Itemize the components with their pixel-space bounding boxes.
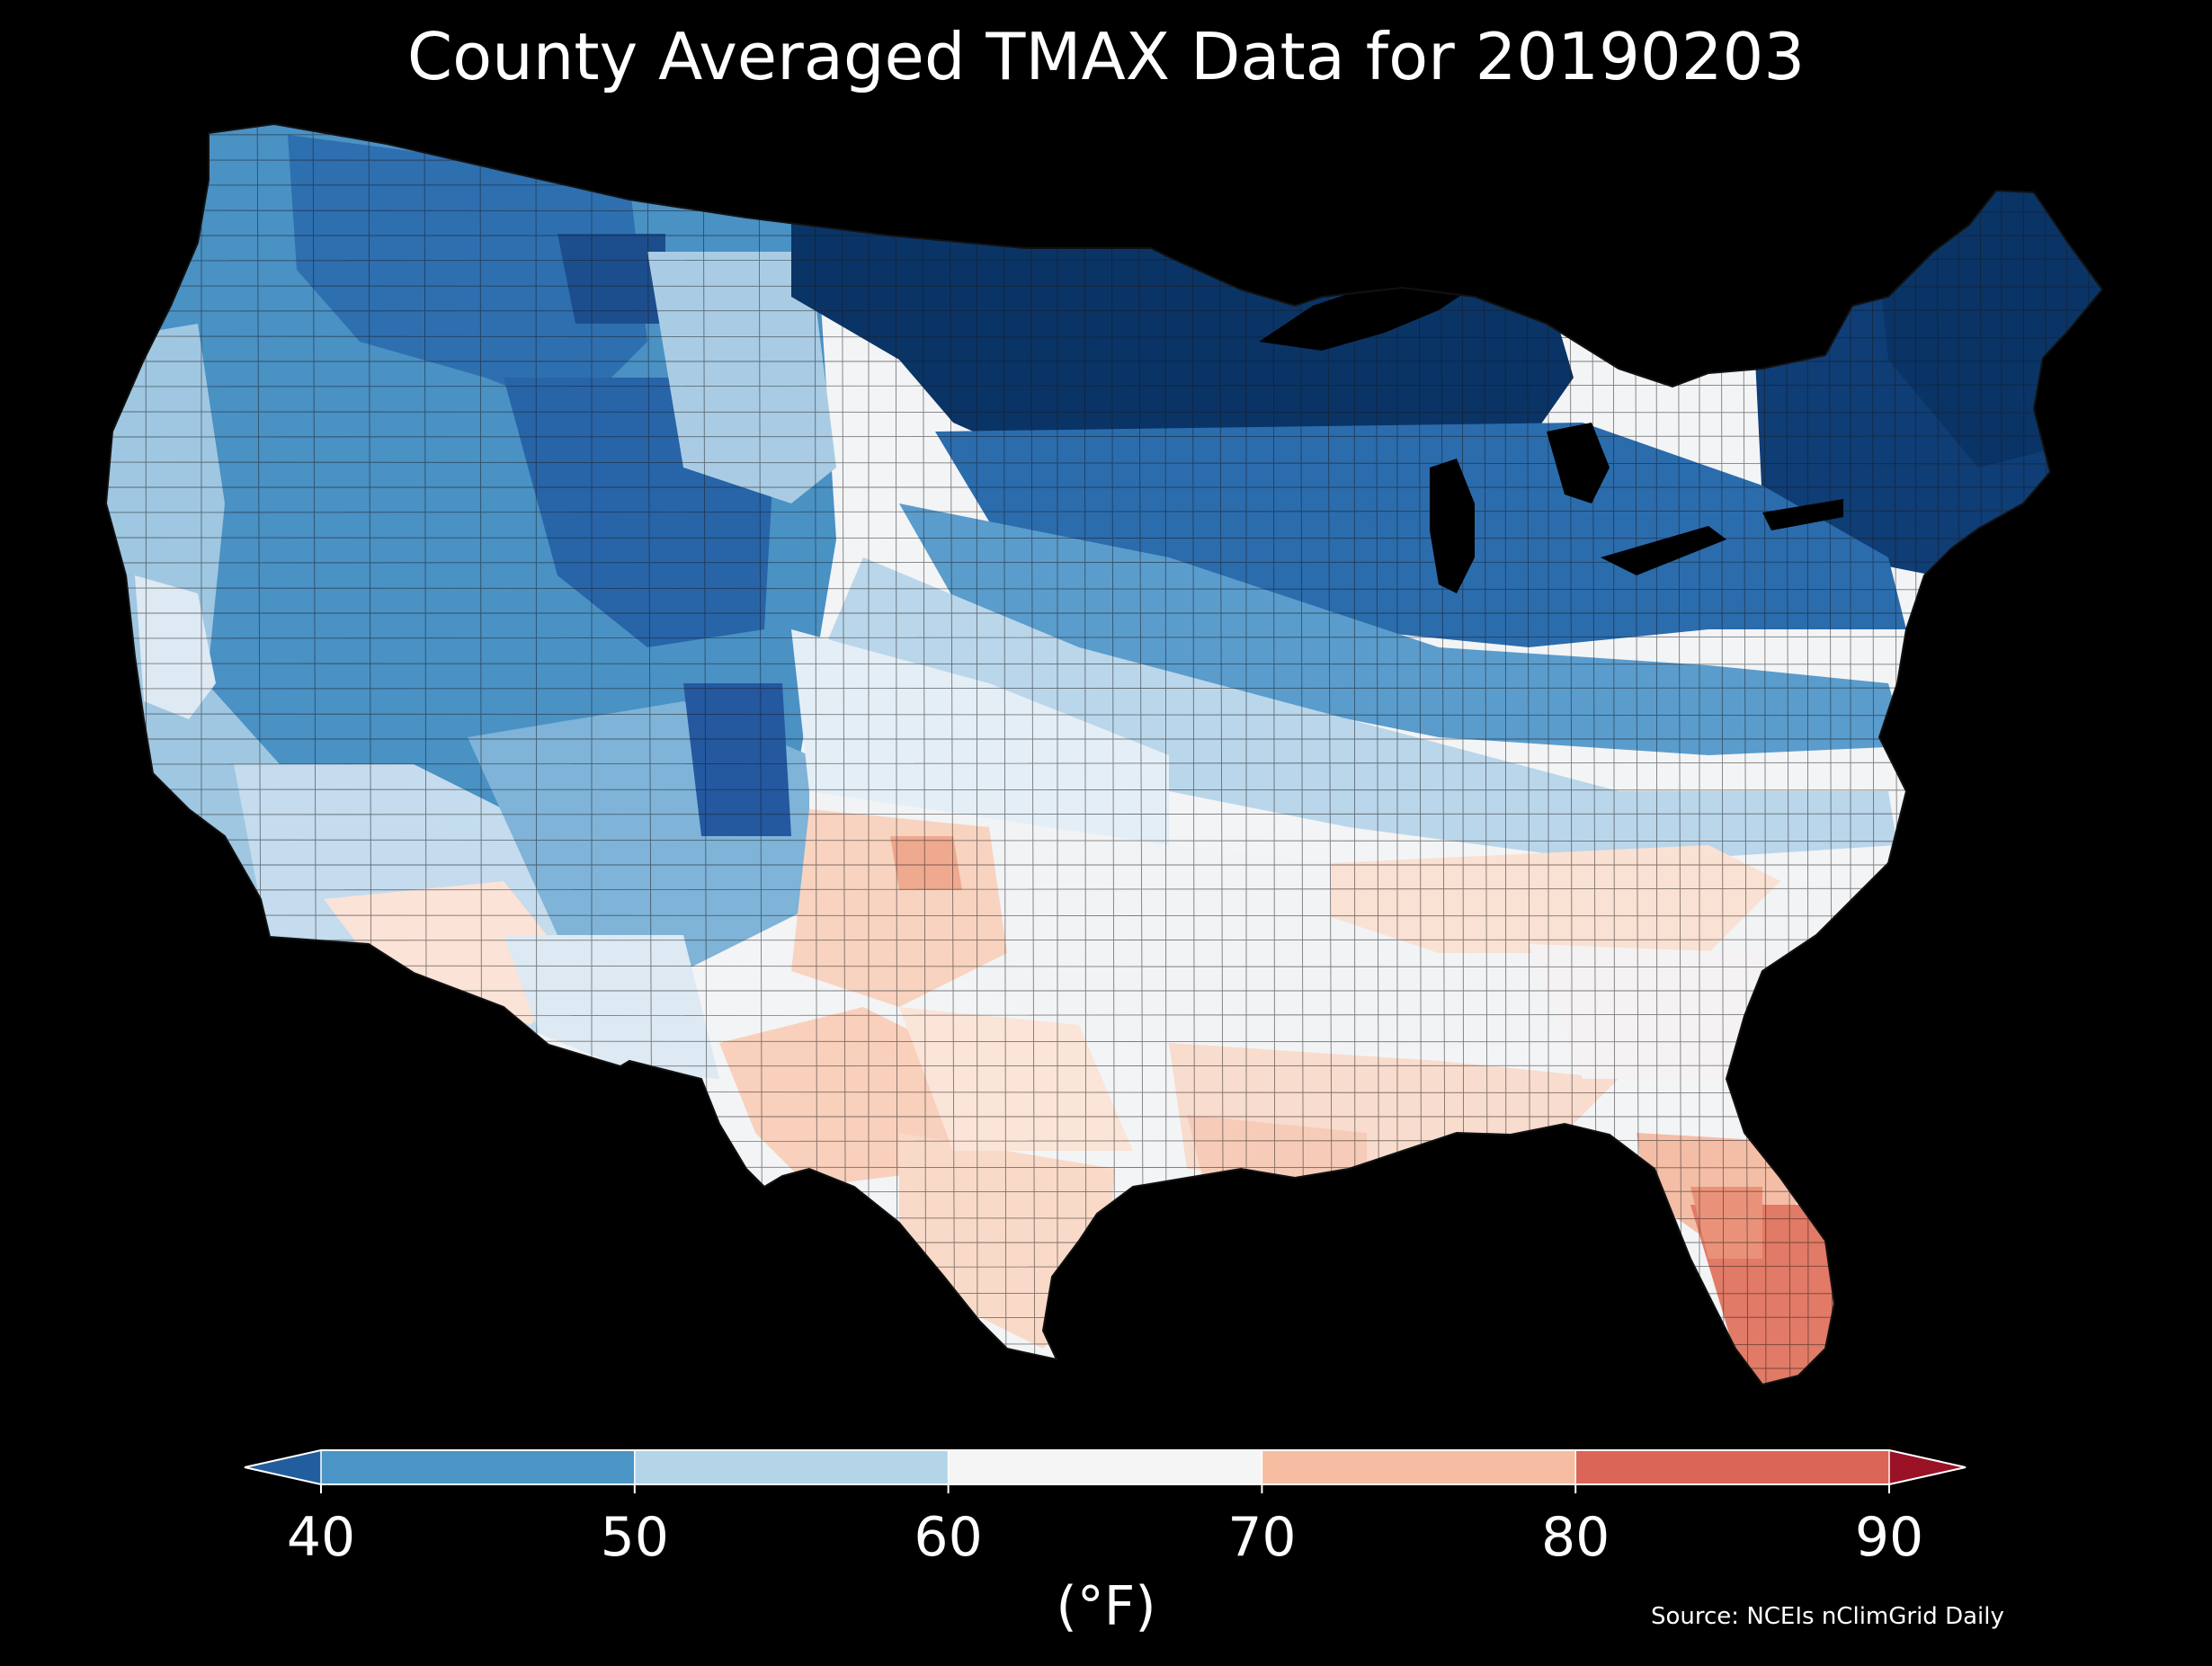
region-panhandle-hot <box>890 836 962 890</box>
colorbar-tick-label: 90 <box>1854 1506 1924 1569</box>
region-tennessee-warm <box>1331 845 1780 953</box>
colorbar-tick-label: 70 <box>1227 1506 1297 1569</box>
great-lakes <box>1259 274 1843 593</box>
region-florida-peninsula <box>1690 1187 1762 1259</box>
colorbar-extend-low <box>245 1450 321 1484</box>
lake-ontario <box>1762 499 1843 530</box>
colorbar-tick-label: 60 <box>914 1506 983 1569</box>
colorbar-bin-70-80 <box>1262 1450 1576 1484</box>
colorbar-unit-label: (°F) <box>1056 1575 1156 1638</box>
region-great-lakes-blue <box>935 423 1906 647</box>
source-note: Source: NCEIs nClimGrid Daily <box>1651 1603 2004 1630</box>
county-grid-lines <box>106 124 2102 1385</box>
colorbar-bin-40-50 <box>321 1450 635 1484</box>
lake-erie <box>1601 526 1726 575</box>
region-northern-rockies <box>288 135 647 414</box>
region-dakotas-light <box>647 252 836 503</box>
colorbar-bin-50-60 <box>634 1450 949 1484</box>
region-gulf-warm <box>1187 1115 1367 1187</box>
region-colorado <box>683 683 791 836</box>
region-montana-east <box>557 234 665 324</box>
region-georgia-pale <box>1529 944 1762 1079</box>
region-new-mexico <box>504 935 719 1079</box>
colorbar-bin-80-90 <box>1575 1450 1889 1484</box>
lake-huron <box>1547 423 1610 503</box>
region-midwest-mid-blue <box>899 503 1906 755</box>
colorbar-tick-label: 40 <box>286 1506 356 1569</box>
lake-superior <box>1259 274 1493 351</box>
region-kansas-pale <box>791 629 1169 845</box>
colorbar-bin-60-70 <box>948 1450 1262 1484</box>
map-title: County Averaged TMAX Data for 20190203 <box>406 19 1806 94</box>
colorbar-tick-label: 80 <box>1541 1506 1610 1569</box>
region-california-valley <box>135 575 216 719</box>
colorbar-extend-high <box>1889 1450 1966 1484</box>
colorbar-tick-label: 50 <box>600 1506 669 1569</box>
region-texas-central <box>899 1007 1133 1151</box>
county-borders <box>106 124 2102 1385</box>
region-arizona-south <box>324 881 575 1025</box>
lake-michigan <box>1430 459 1475 593</box>
